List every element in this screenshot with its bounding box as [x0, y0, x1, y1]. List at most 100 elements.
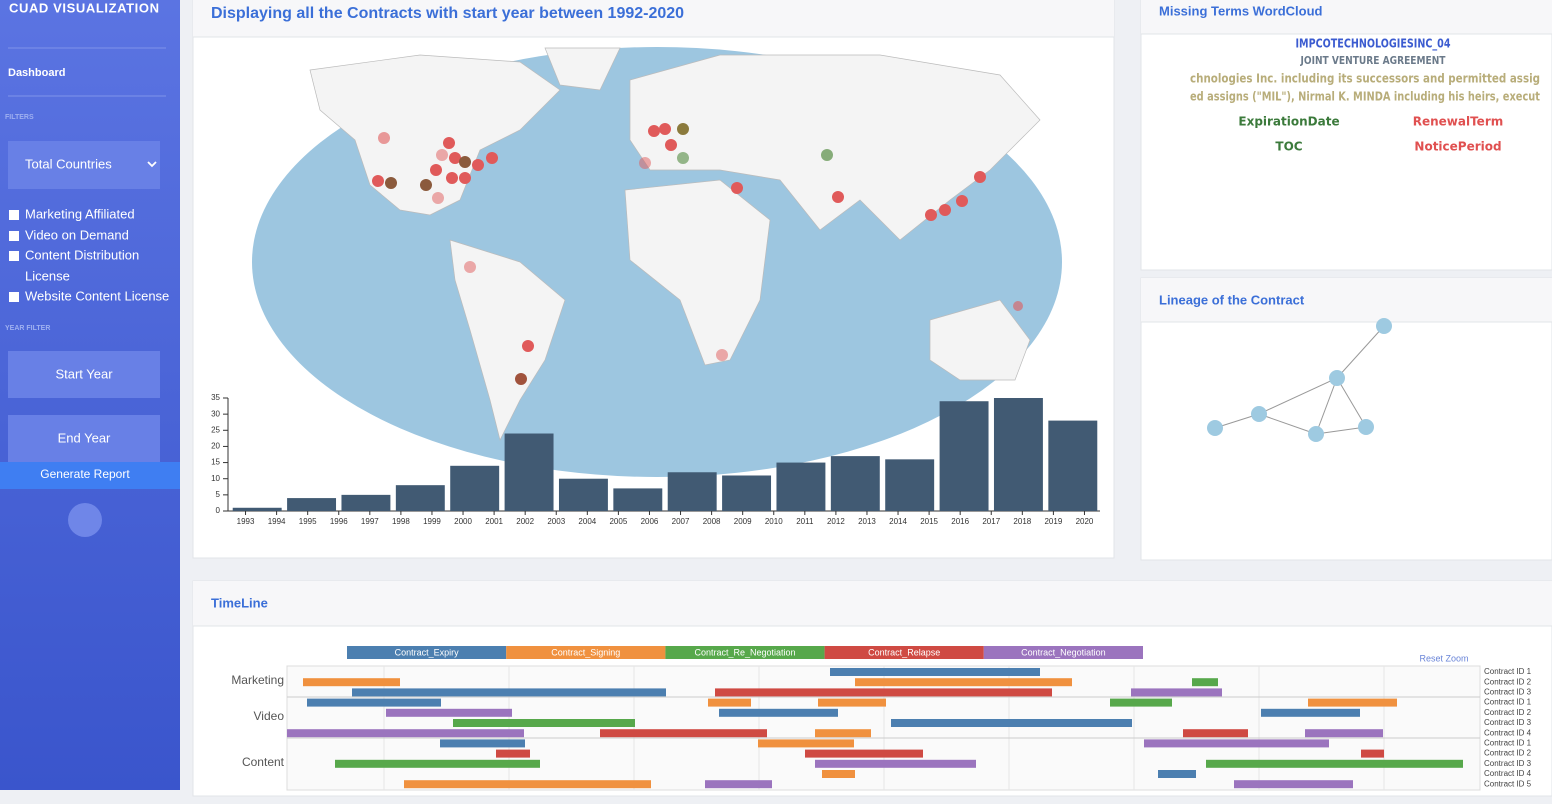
node[interactable] — [1251, 406, 1267, 422]
timeline-bar[interactable] — [1158, 770, 1196, 778]
legend-swatch — [665, 646, 825, 659]
timeline-bar[interactable] — [404, 780, 651, 789]
panel — [1140, 0, 1552, 271]
timeline-bar[interactable] — [335, 759, 540, 768]
checkbox-label: Website Content License — [25, 288, 169, 303]
node[interactable] — [1329, 370, 1345, 386]
timeline-bar[interactable] — [758, 739, 854, 748]
edge — [1315, 426, 1367, 435]
y-tick-label: 10 — [211, 474, 220, 483]
x-tick-label: 1997 — [361, 517, 379, 526]
timeline-bar[interactable] — [805, 749, 923, 758]
timeline-bar[interactable] — [815, 759, 976, 768]
x-tick-label: 2009 — [734, 517, 752, 526]
bar — [558, 478, 608, 511]
timeline-bar[interactable] — [1183, 729, 1248, 738]
timeline-bar[interactable] — [440, 739, 525, 748]
graph-nodes — [1207, 318, 1392, 442]
dot — [385, 177, 397, 189]
dot — [446, 172, 458, 184]
row-label: Contract ID 3 — [1484, 718, 1532, 727]
timeline-bar[interactable] — [352, 688, 666, 697]
node[interactable] — [1308, 426, 1324, 442]
legend-label: Contract_Signing — [551, 647, 620, 657]
x-tick-label: 1993 — [237, 517, 255, 526]
x-tick-label: 2004 — [578, 517, 596, 526]
timeline-bar[interactable] — [307, 698, 441, 707]
dot — [432, 192, 444, 204]
panel-header — [1141, 278, 1552, 322]
australia — [929, 299, 1031, 381]
toggle[interactable] — [68, 503, 102, 537]
timeline-bar[interactable] — [705, 780, 772, 789]
checkbox[interactable] — [9, 292, 19, 302]
nav-link[interactable]: Dashboard — [8, 67, 65, 79]
x-tick-label: 2003 — [547, 517, 565, 526]
dot — [443, 137, 455, 149]
select[interactable] — [8, 141, 160, 189]
timeline-bar[interactable] — [1144, 739, 1329, 748]
greenland — [544, 47, 621, 91]
timeline-bar[interactable] — [386, 708, 512, 717]
node[interactable] — [1358, 419, 1374, 435]
dot — [459, 172, 471, 184]
node[interactable] — [1376, 318, 1392, 334]
timeline-bar[interactable] — [891, 719, 1132, 727]
edge — [1258, 377, 1338, 415]
timeline-bar[interactable] — [719, 708, 838, 717]
reset-zoom[interactable]: Reset Zoom — [1419, 653, 1468, 663]
timeline-bar[interactable] — [1192, 678, 1218, 687]
node[interactable] — [1207, 420, 1223, 436]
dot — [665, 139, 677, 151]
timeline-bar[interactable] — [303, 678, 400, 687]
word: NoticePeriod — [1414, 140, 1501, 154]
row-label: Contract ID 4 — [1484, 728, 1532, 737]
dot — [639, 157, 651, 169]
dot — [420, 179, 432, 191]
dot — [449, 152, 461, 164]
timeline-bar[interactable] — [1110, 698, 1172, 707]
checkbox[interactable] — [9, 210, 19, 220]
timeline-bar[interactable] — [1261, 708, 1360, 717]
button[interactable] — [8, 351, 160, 398]
panel — [1140, 277, 1552, 561]
timeline-bar[interactable] — [287, 729, 524, 738]
button[interactable] — [0, 462, 180, 489]
timeline-bar[interactable] — [1305, 729, 1383, 738]
bar — [450, 465, 500, 511]
timeline-bar[interactable] — [1206, 759, 1463, 768]
timeline-bar[interactable] — [822, 770, 855, 778]
chevron — [147, 161, 157, 168]
bar — [341, 494, 391, 511]
x-tick-label: 2007 — [672, 517, 690, 526]
dot — [659, 123, 671, 135]
timeline-bar[interactable] — [1131, 688, 1222, 697]
timeline-bar[interactable] — [453, 719, 635, 727]
timeline-bar[interactable] — [708, 698, 751, 707]
y-tick-label: 35 — [211, 393, 220, 402]
edge — [1336, 325, 1385, 379]
checkbox[interactable] — [9, 231, 19, 241]
dot — [677, 152, 689, 164]
timeline-bar[interactable] — [715, 688, 1052, 697]
eurasia — [629, 54, 1041, 241]
timeline-bar[interactable] — [818, 698, 886, 707]
edge — [1315, 377, 1338, 435]
dot — [648, 125, 660, 137]
timeline-bar[interactable] — [1234, 780, 1353, 789]
timeline-bar[interactable] — [855, 678, 1072, 687]
row-label: Contract ID 1 — [1484, 739, 1532, 748]
timeline-bar[interactable] — [830, 668, 1040, 676]
button[interactable] — [8, 415, 160, 462]
word: ExpirationDate — [1238, 115, 1339, 129]
group-label: Video — [254, 709, 285, 723]
timeline-bar[interactable] — [496, 749, 530, 758]
x-tick-label: 1998 — [392, 517, 410, 526]
timeline-bar[interactable] — [1308, 698, 1397, 707]
checkbox[interactable] — [9, 251, 19, 261]
timeline-bar[interactable] — [1361, 749, 1384, 758]
timeline-bar[interactable] — [600, 729, 767, 738]
contract-dots — [372, 123, 1023, 385]
timeline-bar[interactable] — [815, 729, 871, 738]
